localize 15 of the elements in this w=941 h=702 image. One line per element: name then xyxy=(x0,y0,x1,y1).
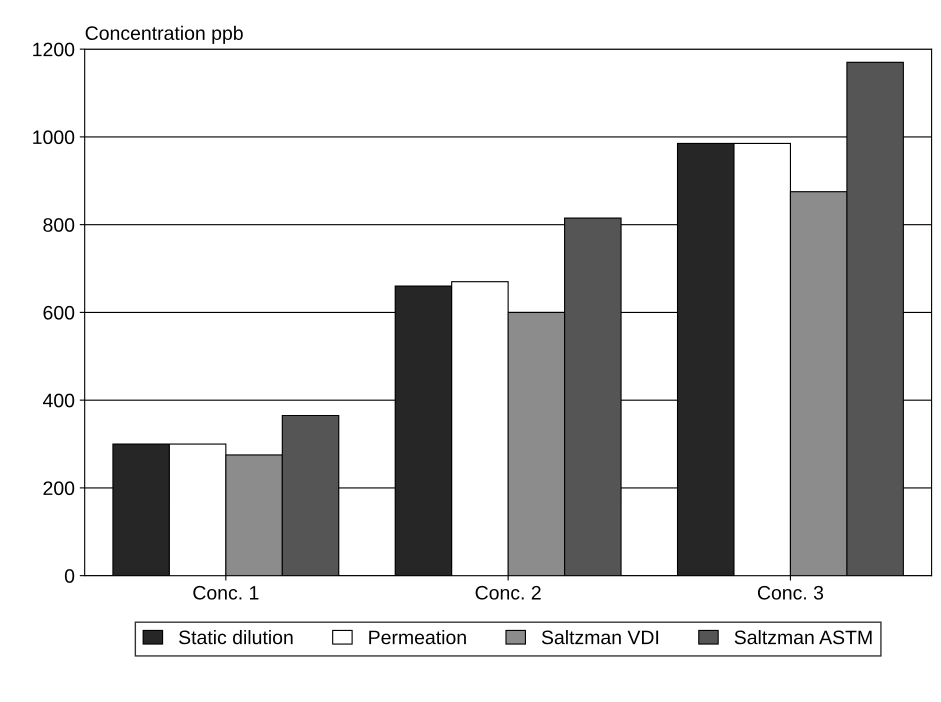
y-tick-label: 1200 xyxy=(33,42,74,56)
y-tick-label: 400 xyxy=(42,394,74,408)
legend-label: Static dilution xyxy=(179,630,293,644)
legend-label: Permeation xyxy=(369,630,466,644)
y-tick-label: 0 xyxy=(64,569,74,583)
x-tick-label: Conc. 1 xyxy=(193,586,258,600)
legend-label: Saltzman VDI xyxy=(542,630,658,644)
y-tick-label: 600 xyxy=(44,306,74,320)
y-tick-label: 200 xyxy=(44,481,74,496)
y-tick-label: 800 xyxy=(43,218,74,232)
x-tick-label: Conc. 2 xyxy=(476,586,541,600)
x-tick-label: Conc. 3 xyxy=(758,586,824,600)
y-axis-title: Concentration ppb xyxy=(86,26,243,44)
legend-label: Saltzman ASTM xyxy=(734,630,872,644)
y-tick-label: 1000 xyxy=(33,130,74,144)
